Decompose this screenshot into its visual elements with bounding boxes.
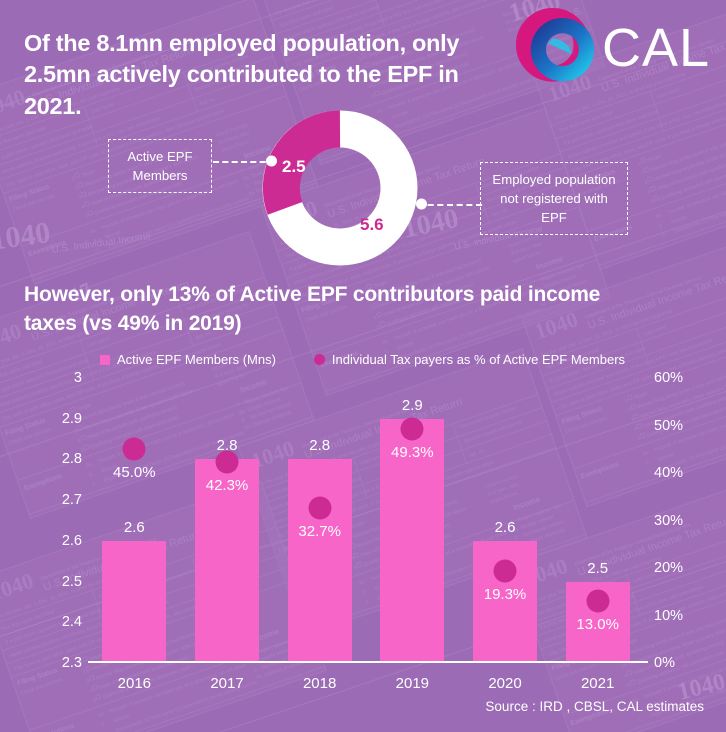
legend-item-tax-payers: Individual Tax payers as % of Active EPF…	[313, 352, 626, 367]
y-axis-left-tick: 2.4	[61, 614, 82, 631]
leader-line-left-dash	[213, 161, 275, 163]
bar-2016[interactable]	[102, 540, 167, 663]
cal-logo-wordmark: CAL	[601, 18, 710, 78]
dot-value-2021: 13.0%	[576, 616, 619, 634]
y-axis-right-tick: 30%	[654, 512, 684, 529]
bar-2018[interactable]	[287, 459, 352, 663]
bar-2017[interactable]	[195, 459, 259, 663]
dot-value-2018: 32.7%	[298, 522, 341, 540]
bar-chart: 2.6 45.0% 2016 2.8 42.3% 2017 2.8 32.7% 2018 2.9 4…	[0, 369, 726, 691]
y-axis-left-tick: 2.3	[61, 654, 82, 671]
leader-line-right	[416, 198, 482, 210]
legend-dot-icon	[313, 354, 325, 365]
y-axis-left-tick: 2.9	[61, 410, 82, 427]
x-axis-label-2016: 2016	[117, 675, 152, 692]
cal-logo: CAL	[515, 8, 710, 88]
donut-chart-svg	[262, 110, 418, 266]
callout-not-registered: Employed population not registered with …	[480, 162, 628, 236]
x-axis-label-2019: 2019	[395, 675, 430, 692]
dot-value-2016: 45.0%	[113, 464, 156, 482]
x-axis-label-2018: 2018	[302, 675, 337, 692]
dot-2017[interactable]	[215, 450, 239, 474]
donut-value-not-registered: 5.6	[360, 215, 384, 234]
y-axis-left-tick: 2.8	[61, 451, 82, 468]
y-axis-right-tick: 60%	[654, 369, 684, 386]
x-axis-label-2017: 2017	[210, 675, 244, 692]
legend-label-tax-payers: Individual Tax payers as % of Active EPF…	[331, 352, 626, 367]
donut-chart: 2.5 5.6	[262, 110, 418, 266]
y-axis-left-tick: 2.7	[61, 491, 82, 508]
dot-value-2017: 42.3%	[205, 477, 249, 495]
bar-value-2019: 2.9	[401, 396, 423, 414]
leader-dot-left	[266, 155, 277, 167]
leader-line-left	[213, 155, 277, 167]
x-axis-label-2021: 2021	[580, 675, 615, 692]
dot-value-2020: 19.3%	[483, 586, 527, 604]
donut-segment-active-epf	[262, 110, 342, 215]
donut-value-active-epf: 2.5	[282, 157, 306, 176]
headline-top: Of the 8.1mn employed population, only 2…	[24, 30, 460, 119]
bar-value-2021: 2.5	[587, 559, 609, 577]
dot-2020[interactable]	[493, 559, 517, 583]
bar-2019[interactable]	[380, 418, 445, 663]
y-axis-left-tick: 2.6	[61, 532, 82, 549]
dot-2016[interactable]	[122, 437, 146, 461]
callout-active-epf-members: Active EPF Members	[108, 139, 212, 194]
y-axis-right-tick: 0%	[654, 654, 675, 671]
legend-label-active-epf-members: Active EPF Members (Mns)	[117, 352, 276, 367]
y-axis-right-tick: 40%	[654, 464, 684, 481]
y-axis-right-tick: 10%	[654, 607, 684, 624]
legend-square-icon	[100, 354, 110, 365]
bar-value-2020: 2.6	[494, 518, 516, 536]
leader-dot-right	[416, 198, 427, 210]
y-axis-right-tick: 20%	[654, 559, 684, 576]
y-axis-left-tick: 2.5	[61, 573, 82, 590]
x-axis-label-2020: 2020	[488, 675, 522, 692]
dot-2021[interactable]	[586, 589, 610, 613]
bar-value-2017: 2.8	[216, 437, 238, 455]
bar-value-2016: 2.6	[123, 518, 145, 536]
leader-line-right-dash	[418, 204, 482, 206]
cal-circle-logo-icon	[515, 8, 594, 82]
source-note: Source : IRD , CBSL, CAL estimates	[485, 699, 704, 714]
dot-2019[interactable]	[400, 417, 424, 441]
y-axis-right-tick: 50%	[654, 417, 684, 434]
legend-item-active-epf-members: Active EPF Members (Mns)	[100, 352, 276, 367]
chart-legend: Active EPF Members (Mns) Individual Tax …	[100, 352, 625, 367]
bar-value-2018: 2.8	[309, 437, 331, 455]
dot-2018[interactable]	[308, 496, 332, 520]
chart-baseline	[88, 661, 648, 663]
headline-mid: However, only 13% of Active EPF contribu…	[24, 283, 601, 335]
y-axis-left-tick: 3	[73, 369, 82, 386]
dot-value-2019: 49.3%	[391, 443, 434, 461]
plot-area: 2.6 45.0% 2016 2.8 42.3% 2017 2.8 32.7% 2018 2.9 4…	[88, 378, 644, 691]
